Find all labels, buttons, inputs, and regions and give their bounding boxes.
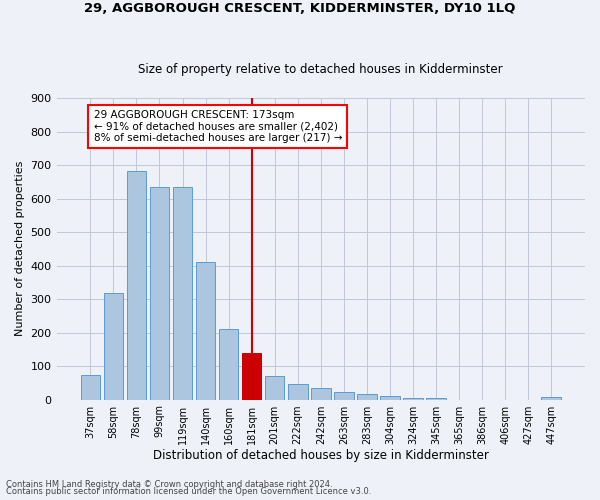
Y-axis label: Number of detached properties: Number of detached properties xyxy=(15,161,25,336)
X-axis label: Distribution of detached houses by size in Kidderminster: Distribution of detached houses by size … xyxy=(153,450,489,462)
Bar xyxy=(357,394,377,400)
Bar xyxy=(311,388,331,400)
Bar xyxy=(196,262,215,400)
Title: Size of property relative to detached houses in Kidderminster: Size of property relative to detached ho… xyxy=(139,63,503,76)
Bar xyxy=(127,171,146,400)
Bar xyxy=(219,329,238,400)
Bar xyxy=(242,354,262,400)
Bar xyxy=(149,187,169,400)
Bar xyxy=(334,392,353,400)
Bar xyxy=(80,376,100,400)
Text: 29 AGGBOROUGH CRESCENT: 173sqm
← 91% of detached houses are smaller (2,402)
8% o: 29 AGGBOROUGH CRESCENT: 173sqm ← 91% of … xyxy=(94,110,342,144)
Bar xyxy=(403,398,423,400)
Bar xyxy=(541,397,561,400)
Text: Contains public sector information licensed under the Open Government Licence v3: Contains public sector information licen… xyxy=(6,487,371,496)
Bar xyxy=(173,187,193,400)
Bar xyxy=(288,384,308,400)
Bar xyxy=(380,396,400,400)
Text: 29, AGGBOROUGH CRESCENT, KIDDERMINSTER, DY10 1LQ: 29, AGGBOROUGH CRESCENT, KIDDERMINSTER, … xyxy=(85,2,515,16)
Bar xyxy=(265,376,284,400)
Text: Contains HM Land Registry data © Crown copyright and database right 2024.: Contains HM Land Registry data © Crown c… xyxy=(6,480,332,489)
Bar xyxy=(104,293,123,400)
Bar xyxy=(426,398,446,400)
